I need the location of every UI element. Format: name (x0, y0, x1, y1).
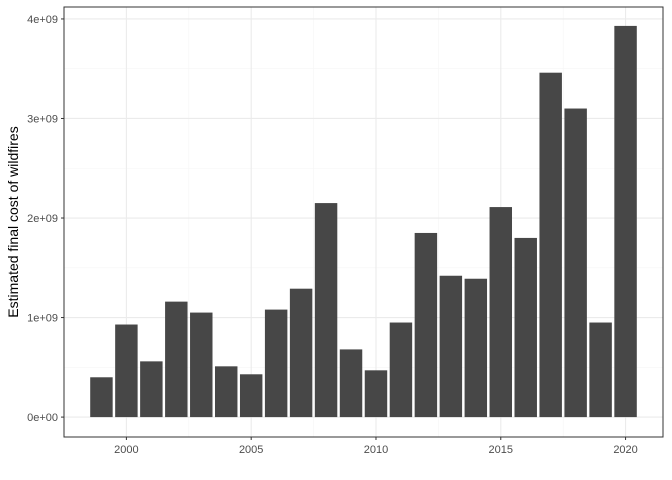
y-tick-label: 4e+09 (27, 14, 58, 26)
bar-2020 (614, 25, 637, 418)
bar-2014 (464, 278, 488, 418)
y-tick-label: 2e+09 (27, 213, 58, 225)
bar-2007 (289, 288, 313, 418)
minor-gridlines (64, 7, 663, 437)
x-tick-label: 2015 (489, 444, 513, 456)
bar-2016 (514, 237, 537, 418)
bar-2012 (414, 232, 438, 418)
bar-2015 (489, 207, 513, 418)
bars (90, 25, 637, 418)
bar-2006 (264, 309, 288, 418)
bar-2010 (364, 370, 388, 418)
y-axis: 0e+00 1e+09 2e+09 3e+09 4e+09 (27, 14, 64, 424)
y-tick-label: 1e+09 (27, 313, 58, 325)
bar-2008 (314, 203, 338, 418)
bar-2018 (564, 108, 587, 418)
x-tick-label: 2000 (114, 444, 138, 456)
bar-2002 (165, 301, 188, 418)
panel-border (63, 6, 664, 438)
y-tick-label: 0e+00 (27, 412, 58, 424)
x-tick-label: 2020 (613, 444, 637, 456)
x-tick-label: 2010 (364, 444, 388, 456)
bar-2001 (140, 361, 163, 418)
bar-2009 (339, 349, 363, 418)
x-tick-label: 2005 (239, 444, 263, 456)
x-axis: 2000 2005 2010 2015 2020 (114, 437, 638, 456)
bar-2019 (589, 322, 612, 418)
bar-2005 (239, 374, 263, 418)
bar-1999 (90, 377, 113, 418)
y-axis-title: Estimated final cost of wildfires (5, 126, 21, 317)
bar-2011 (389, 322, 413, 418)
bar-2000 (115, 324, 138, 418)
bar-2003 (190, 312, 213, 418)
bar-2004 (214, 366, 238, 418)
y-tick-label: 3e+09 (27, 113, 58, 125)
bar-2013 (439, 275, 463, 418)
bar-2017 (539, 72, 562, 418)
